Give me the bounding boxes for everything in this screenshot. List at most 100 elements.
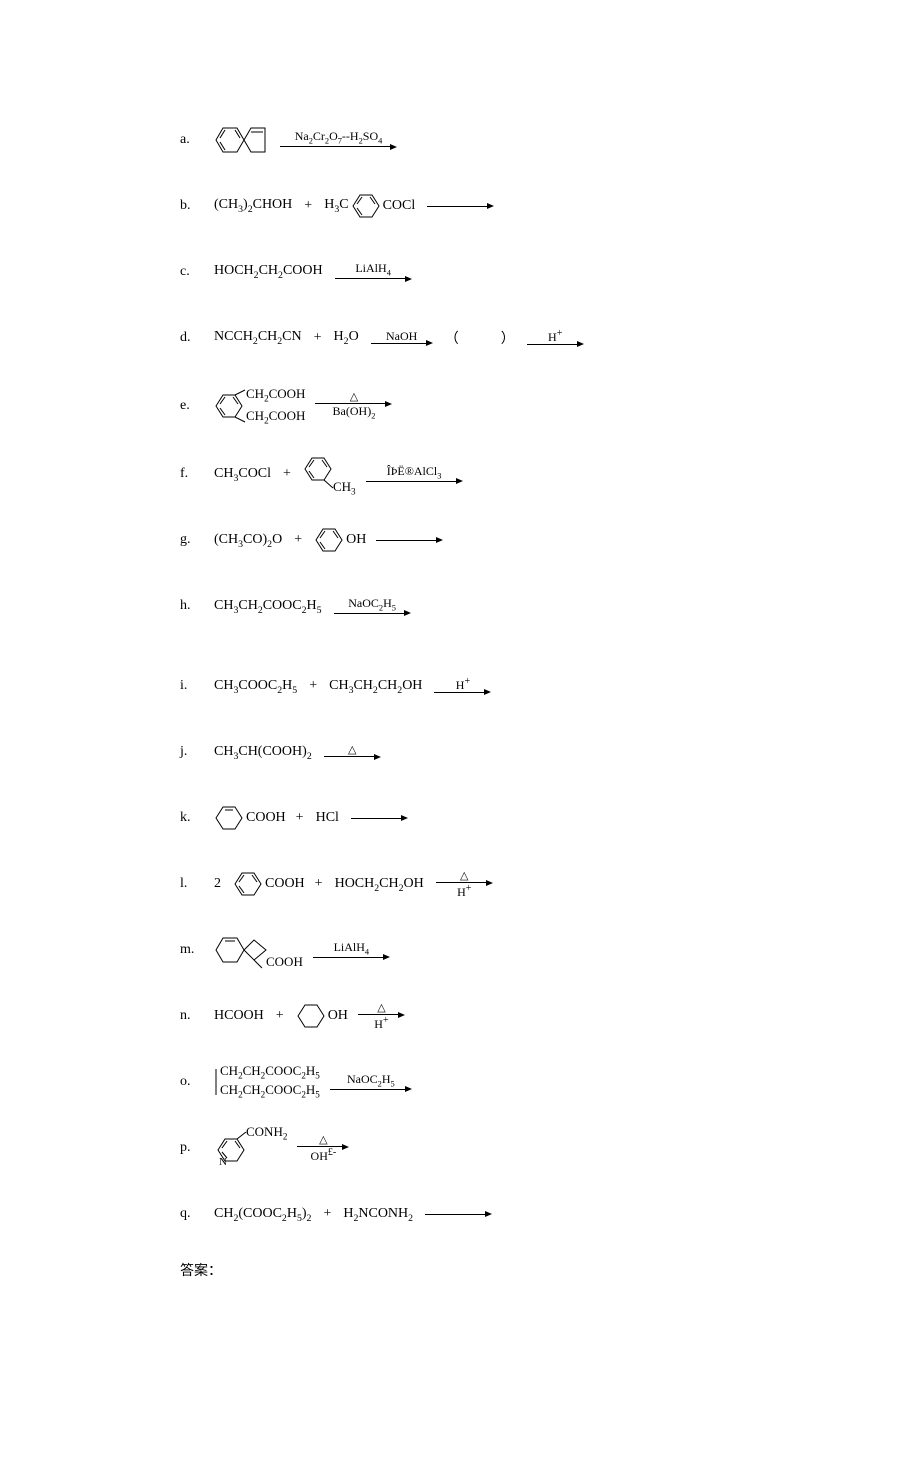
- oh-suffix-n: OH: [328, 1008, 348, 1024]
- arrow-e: △ Ba(OH)2: [315, 392, 392, 421]
- plus-q: +: [323, 1206, 331, 1222]
- reaction-k: k. COOH + HCl: [180, 798, 760, 838]
- label-c: c.: [180, 264, 208, 280]
- content-c: HOCH2CH2COOH LiAlH4: [208, 262, 418, 282]
- plus-g: +: [294, 532, 302, 548]
- content-k: COOH + HCl: [208, 803, 414, 833]
- label-l: l.: [180, 876, 208, 892]
- cyclohexene-cooh-icon: COOH: [212, 803, 286, 833]
- reaction-o: o. CH2CH2COOC2H5 CH2CH2COOC2H5 NaOC2H5: [180, 1062, 760, 1102]
- cooh-suffix-l: COOH: [265, 876, 305, 892]
- plus-f: +: [283, 466, 291, 482]
- content-h: CH3CH2COOC2H5 NaOC2H5: [208, 597, 417, 617]
- arrow-i: H+: [434, 677, 491, 695]
- label-p: p.: [180, 1140, 208, 1156]
- ortho-diacid-icon: CH2COOH CH2COOH: [212, 384, 305, 428]
- reaction-q: q. CH2(COOC2H5)2 + H2NCONH2: [180, 1194, 760, 1234]
- cooh-suffix-k: COOH: [246, 810, 286, 826]
- diester-icon: CH2CH2COOC2H5 CH2CH2COOC2H5: [212, 1063, 320, 1102]
- reaction-c: c. HOCH2CH2COOH LiAlH4: [180, 252, 760, 292]
- reaction-d: d. NCCH2CH2CN + H2O NaOH （ ） H+: [180, 318, 760, 358]
- phenol-icon: OH: [312, 525, 366, 555]
- arrow-k: [351, 815, 408, 821]
- arrow-g: [376, 537, 443, 543]
- arrow-p: △ OH£-: [297, 1135, 349, 1162]
- arrow-l: △ H+: [436, 871, 493, 898]
- reaction-m: m. COOH LiAlH4: [180, 930, 760, 970]
- content-g: (CH3CO)2O + OH: [208, 525, 449, 555]
- content-f: CH3COCl + CH3 ÎÞË®AlCl3: [208, 454, 469, 494]
- content-b: (CH3)2CHOH + H3C COCl: [208, 191, 500, 221]
- methyl-sub: CH3: [333, 479, 356, 497]
- content-o: CH2CH2COOC2H5 CH2CH2COOC2H5 NaOC2H5: [208, 1063, 418, 1102]
- plus-k: +: [296, 810, 304, 826]
- label-k: k.: [180, 810, 208, 826]
- content-q: CH2(COOC2H5)2 + H2NCONH2: [208, 1206, 498, 1224]
- content-m: COOH LiAlH4: [208, 930, 396, 970]
- label-a: a.: [180, 132, 208, 148]
- content-j: CH3CH(COOH)2 △: [208, 744, 387, 762]
- arrow-m: LiAlH4: [313, 941, 390, 961]
- arrow-c: LiAlH4: [335, 262, 412, 282]
- label-q: q.: [180, 1206, 208, 1222]
- reaction-j: j. CH3CH(COOH)2 △: [180, 732, 760, 772]
- reaction-e: e. CH2COOH CH2COOH △ Ba(OH)2: [180, 384, 760, 428]
- arrow-b: [427, 203, 494, 209]
- content-n: HCOOH + OH △ H+: [208, 1001, 411, 1031]
- line-o2: CH2CH2COOC2H5: [220, 1082, 320, 1101]
- line-o1: CH2CH2COOC2H5: [220, 1063, 320, 1082]
- reactant-i1: CH3COOC2H5: [214, 678, 297, 696]
- reaction-a: a. Na2Cr2O7--H2SO4: [180, 120, 760, 160]
- n-atom: N: [219, 1156, 227, 1168]
- label-n: n.: [180, 1008, 208, 1024]
- benzene-icon: [349, 191, 383, 221]
- reactant-d1: NCCH2CH2CN: [214, 329, 302, 347]
- oh-suffix: OH: [346, 532, 366, 548]
- content-i: CH3COOC2H5 + CH3CH2CH2OH H+: [208, 677, 497, 695]
- bicyclic-cooh-icon: COOH: [212, 930, 303, 970]
- conh2-suffix: CONH2: [246, 1124, 287, 1142]
- label-g: g.: [180, 532, 208, 548]
- label-m: m.: [180, 942, 208, 958]
- toluene-icon: CH3: [301, 454, 356, 494]
- reactant-q2: H2NCONH2: [343, 1206, 413, 1224]
- pyridine-amide-icon: N CONH2: [212, 1128, 287, 1168]
- content-e: CH2COOH CH2COOH △ Ba(OH)2: [208, 384, 398, 428]
- sub-e2: CH2COOH: [246, 406, 305, 428]
- arrow-j: △: [324, 745, 381, 760]
- reactant-c: HOCH2CH2COOH: [214, 263, 323, 281]
- cocl-suffix: COCl: [383, 198, 416, 214]
- coeff-l: 2: [214, 876, 221, 892]
- reactant-d2: H2O: [334, 329, 359, 347]
- reactant-k2: HCl: [316, 810, 339, 826]
- label-f: f.: [180, 466, 208, 482]
- plus-i: +: [309, 678, 317, 694]
- reactant-b2: H3C COCl: [324, 191, 415, 221]
- reagent-l: H+: [457, 884, 471, 898]
- paren-r: ）: [501, 328, 515, 348]
- reagent-n: H+: [374, 1016, 388, 1030]
- cyclohexanol-icon: OH: [294, 1001, 348, 1031]
- methyl-prefix: H3C: [324, 197, 348, 215]
- reaction-l: l. 2 COOH + HOCH2CH2OH △ H+: [180, 864, 760, 904]
- reagent-e: Ba(OH)2: [333, 405, 376, 421]
- reactant-n1: HCOOH: [214, 1008, 264, 1024]
- label-e: e.: [180, 398, 208, 414]
- plus-l: +: [315, 876, 323, 892]
- plus-n: +: [276, 1008, 284, 1024]
- reactant-h: CH3CH2COOC2H5: [214, 598, 322, 616]
- content-p: N CONH2 △ OH£-: [208, 1128, 355, 1168]
- plus-b: +: [304, 198, 312, 214]
- arrow-d1: NaOH: [371, 330, 433, 346]
- reaction-f: f. CH3COCl + CH3 ÎÞË®AlCl3: [180, 454, 760, 494]
- arrow-n: △ H+: [358, 1003, 405, 1030]
- reactant-j: CH3CH(COOH)2: [214, 744, 312, 762]
- reactant-g1: (CH3CO)2O: [214, 532, 282, 550]
- reactant-i2: CH3CH2CH2OH: [329, 678, 422, 696]
- label-d: d.: [180, 330, 208, 346]
- reactant-b1: (CH3)2CHOH: [214, 197, 292, 215]
- arrow-d2: H+: [527, 329, 584, 347]
- reaction-b: b. (CH3)2CHOH + H3C COCl: [180, 186, 760, 226]
- reagent-p: OH£-: [311, 1148, 337, 1162]
- arrow-a: Na2Cr2O7--H2SO4: [280, 130, 397, 150]
